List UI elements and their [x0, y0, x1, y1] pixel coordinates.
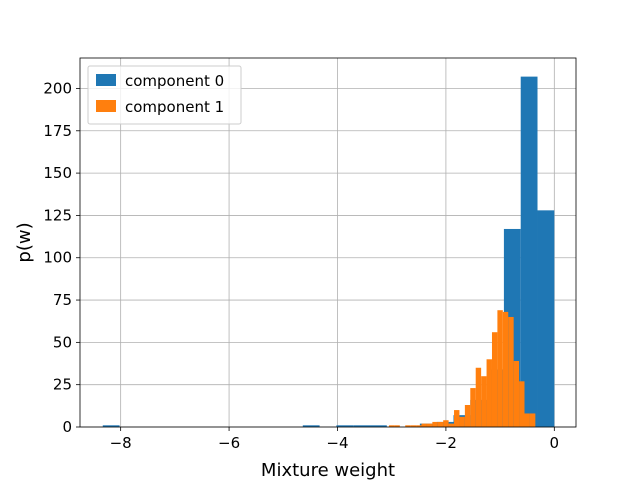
legend-swatch-component-0 — [96, 74, 116, 86]
y-axis-label: p(w) — [14, 222, 35, 262]
legend-box — [87, 65, 242, 125]
bar-component-1 — [394, 425, 400, 427]
x-tick-label: 0 — [550, 434, 560, 452]
plot-frame — [79, 57, 577, 428]
x-tick-label: −8 — [110, 434, 132, 452]
bar-component-1 — [388, 425, 395, 427]
bar-component-1 — [475, 367, 482, 427]
bar-component-1 — [421, 423, 427, 427]
bar-component-1 — [410, 425, 417, 427]
x-tick-label: −4 — [326, 434, 348, 452]
y-tick-label: 200 — [43, 79, 72, 97]
legend: component 0 component 1 — [87, 65, 242, 125]
bar-component-0 — [370, 425, 387, 427]
bar-component-1 — [513, 360, 520, 427]
bar-component-1 — [529, 413, 536, 427]
bar-component-0 — [537, 210, 555, 427]
bar-component-1 — [426, 423, 433, 427]
bar-component-1 — [470, 388, 476, 427]
bar-component-1 — [491, 332, 498, 427]
bar-component-1 — [454, 410, 460, 427]
y-tick-label: 150 — [43, 164, 72, 182]
bar-component-0 — [353, 425, 371, 427]
x-axis-label: Mixture weight — [261, 460, 395, 480]
bar-component-1 — [464, 404, 471, 427]
y-tick-label: 0 — [62, 418, 72, 436]
bar-component-1 — [519, 381, 525, 427]
bar-component-1 — [416, 425, 422, 427]
bar-component-1 — [437, 421, 444, 427]
axis-ticks: −8 −6 −4 −2 0 0 25 50 75 100 125 150 175 200 — [43, 79, 559, 452]
bar-component-0 — [336, 425, 354, 427]
histogram-bars — [102, 76, 555, 427]
legend-label-component-0: component 0 — [125, 72, 224, 90]
grid — [80, 58, 576, 428]
bar-component-1 — [443, 420, 449, 427]
bar-component-1 — [481, 376, 487, 427]
bar-component-1 — [405, 425, 411, 427]
bar-component-1 — [508, 316, 514, 427]
bar-component-1 — [497, 310, 503, 427]
y-tick-label: 25 — [53, 376, 72, 394]
y-tick-label: 100 — [43, 249, 72, 267]
legend-swatch-component-1 — [96, 100, 116, 112]
y-tick-label: 125 — [43, 206, 72, 224]
y-tick-label: 75 — [53, 291, 72, 309]
bar-component-1 — [459, 416, 465, 427]
bar-component-0 — [302, 425, 320, 427]
bar-component-1 — [448, 423, 455, 427]
legend-label-component-1: component 1 — [125, 98, 224, 116]
bar-component-0 — [102, 425, 120, 427]
bar-component-1 — [524, 413, 530, 427]
bar-component-1 — [486, 359, 492, 427]
bar-component-0 — [520, 76, 538, 427]
bar-component-1 — [432, 421, 438, 427]
x-tick-label: −2 — [435, 434, 457, 452]
y-tick-label: 175 — [43, 122, 72, 140]
x-tick-label: −6 — [218, 434, 240, 452]
bar-component-1 — [502, 311, 509, 427]
y-tick-label: 50 — [53, 333, 72, 351]
